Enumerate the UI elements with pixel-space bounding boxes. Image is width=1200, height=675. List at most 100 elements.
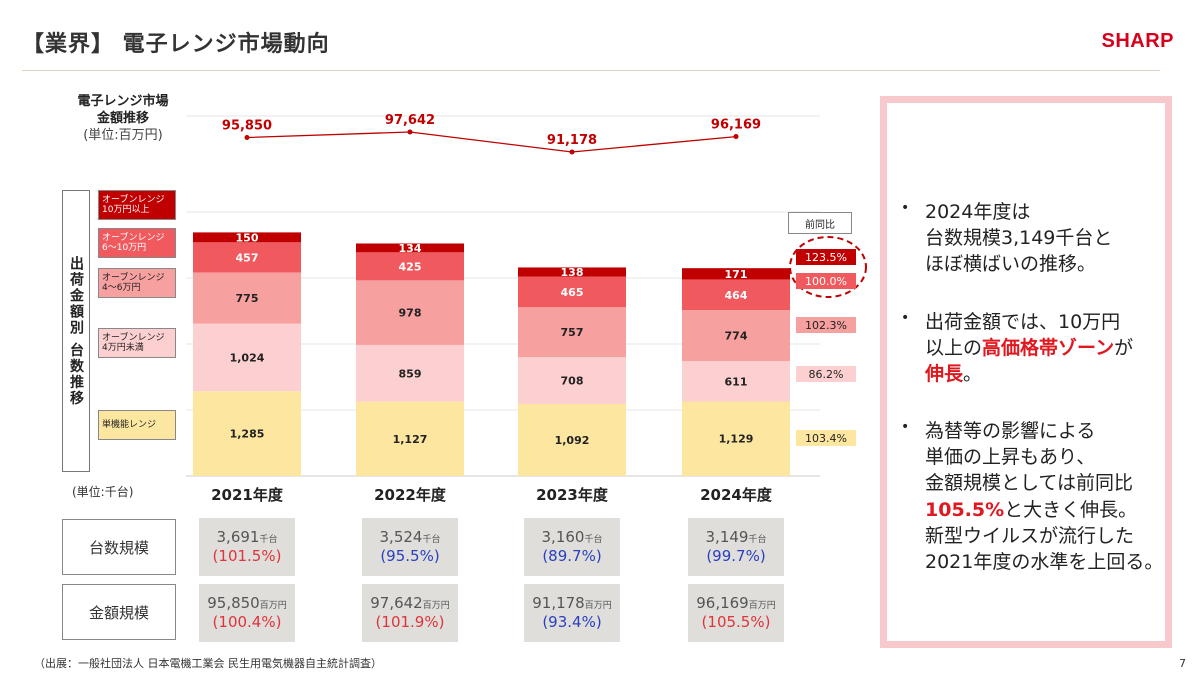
market-amount-label: 97,642 bbox=[385, 113, 435, 128]
cell-percent: (95.5%) bbox=[380, 547, 440, 565]
amount-scale-label: 金額規模 bbox=[62, 584, 176, 640]
market-amount-label: 95,850 bbox=[222, 119, 272, 134]
callout-b2-highlight-2: 伸長 bbox=[925, 363, 964, 386]
bar-segment bbox=[193, 242, 301, 273]
cell-percent: (93.4%) bbox=[542, 613, 602, 631]
cell-unit: 千台 bbox=[259, 535, 278, 546]
units-label: (単位:千台) bbox=[72, 485, 134, 499]
legend-item-label: オーブンレンジ 4～6万円 bbox=[102, 272, 165, 293]
bar-value-label: 134 bbox=[399, 242, 422, 255]
yoy-value: 123.5% bbox=[796, 249, 856, 265]
cell-value: 91,178百万円 bbox=[524, 594, 620, 613]
callout-bullet-2: • 出荷金額では、10万円 以上の高価格帯ゾーンが 伸長。 bbox=[901, 309, 1133, 388]
bar-value-label: 1,024 bbox=[230, 351, 265, 364]
cell-number: 95,850 bbox=[207, 594, 260, 613]
cell-percent: (100.4%) bbox=[212, 613, 282, 631]
amount-scale-cell: 97,642百万円 (101.9%) bbox=[362, 584, 458, 642]
source-note: （出展：一般社団法人 日本電機工業会 民生用電気機器自主統計調査） bbox=[34, 657, 382, 670]
market-amount-title: 電子レンジ市場 金額推移 (単位:百万円) bbox=[62, 94, 184, 145]
bar-value-label: 708 bbox=[561, 375, 584, 388]
cell-unit: 百万円 bbox=[259, 601, 287, 612]
bar-segment bbox=[193, 391, 301, 476]
cell-value: 95,850百万円 bbox=[199, 594, 295, 613]
bar-value-label: 757 bbox=[561, 326, 584, 339]
bar-segment bbox=[356, 280, 464, 345]
bar-value-label: 978 bbox=[399, 307, 422, 320]
bar-segment bbox=[682, 279, 790, 311]
bullet-icon: • bbox=[901, 419, 910, 435]
cell-number: 3,160 bbox=[541, 528, 585, 547]
cell-unit: 百万円 bbox=[748, 601, 776, 612]
units-scale-cell: 3,524千台 (95.5%) bbox=[362, 518, 458, 576]
cell-number: 96,169 bbox=[696, 594, 749, 613]
year-tick-label: 2022年度 bbox=[374, 486, 446, 504]
amount-scale-cell: 96,169百万円 (105.5%) bbox=[688, 584, 784, 642]
callout-bullet-3-text: 為替等の影響による 単価の上昇もあり、 金額規模としては前同比 105.5%と大… bbox=[925, 418, 1163, 575]
legend-item-label: オーブンレンジ 4万円未満 bbox=[102, 332, 165, 353]
bar-value-label: 611 bbox=[725, 375, 748, 388]
cell-number: 3,691 bbox=[216, 528, 260, 547]
year-tick-label: 2024年度 bbox=[700, 486, 772, 504]
legend-item: オーブンレンジ 4万円未満 bbox=[98, 328, 176, 358]
legend-item: 単機能レンジ bbox=[98, 410, 176, 440]
callout-bullet-2-text: 出荷金額では、10万円 以上の高価格帯ゾーンが 伸長。 bbox=[925, 309, 1133, 388]
bar-segment bbox=[356, 252, 464, 281]
brand-logo: SHARP bbox=[1101, 30, 1174, 52]
callout-b2-post: 。 bbox=[963, 363, 983, 386]
bar-value-label: 457 bbox=[236, 251, 259, 264]
bullet-icon: • bbox=[901, 310, 910, 326]
bar-value-label: 150 bbox=[236, 231, 259, 244]
market-amount-label: 96,169 bbox=[711, 118, 761, 133]
bar-value-label: 464 bbox=[725, 289, 748, 302]
legend-item: オーブンレンジ 6～10万円 bbox=[98, 228, 176, 258]
callout-b3-pre: 為替等の影響による 単価の上昇もあり、 金額規模としては前同比 bbox=[925, 420, 1134, 495]
bar-value-label: 774 bbox=[725, 330, 748, 343]
bar-value-label: 1,285 bbox=[230, 428, 265, 441]
bar-segment bbox=[193, 232, 301, 243]
bar-segment bbox=[356, 401, 464, 476]
bar-segment bbox=[193, 272, 301, 324]
bar-value-label: 1,127 bbox=[393, 433, 428, 446]
bar-segment bbox=[682, 361, 790, 402]
summary-callout: • 2024年度は 台数規模3,149千台と ほぼ横ばいの推移。 • 出荷金額で… bbox=[880, 96, 1172, 648]
callout-b2-mid: が bbox=[1114, 337, 1134, 360]
cell-unit: 千台 bbox=[422, 535, 441, 546]
bar-segment bbox=[518, 276, 626, 308]
cell-value: 3,524千台 bbox=[362, 528, 458, 547]
bar-segment bbox=[682, 401, 790, 476]
units-chart-side-label-text: 出荷金額別 台数推移 bbox=[68, 255, 84, 407]
cell-number: 3,149 bbox=[705, 528, 749, 547]
yoy-highlight-ellipse bbox=[789, 236, 867, 298]
cell-value: 3,160千台 bbox=[524, 528, 620, 547]
bar-segment bbox=[193, 323, 301, 392]
bar-segment bbox=[682, 268, 790, 280]
cell-unit: 千台 bbox=[584, 535, 603, 546]
cell-percent: (105.5%) bbox=[701, 613, 771, 631]
callout-b3-highlight: 105.5% bbox=[925, 498, 1005, 521]
cell-number: 3,524 bbox=[379, 528, 423, 547]
bar-segment bbox=[356, 344, 464, 402]
market-amount-point bbox=[733, 134, 739, 140]
bar-value-label: 775 bbox=[236, 292, 259, 305]
cell-percent: (101.5%) bbox=[212, 547, 282, 565]
cell-unit: 百万円 bbox=[422, 601, 450, 612]
bar-segment bbox=[518, 403, 626, 476]
callout-bullet-3: • 為替等の影響による 単価の上昇もあり、 金額規模としては前同比 105.5%… bbox=[901, 418, 1163, 575]
cell-number: 97,642 bbox=[370, 594, 423, 613]
bar-value-label: 138 bbox=[561, 266, 584, 279]
bullet-icon: • bbox=[901, 200, 910, 216]
legend-item-label: オーブンレンジ 10万円以上 bbox=[102, 194, 165, 215]
market-amount-line bbox=[246, 131, 737, 153]
market-amount-point bbox=[569, 149, 575, 155]
callout-bullet-1: • 2024年度は 台数規模3,149千台と ほぼ横ばいの推移。 bbox=[901, 199, 1112, 278]
legend-item-label: オーブンレンジ 6～10万円 bbox=[102, 232, 165, 253]
yoy-value: 103.4% bbox=[796, 430, 856, 446]
yoy-value: 86.2% bbox=[796, 366, 856, 382]
callout-b2-pre: 出荷金額では、10万円 以上の bbox=[925, 311, 1121, 360]
cell-percent: (89.7%) bbox=[542, 547, 602, 565]
cell-value: 96,169百万円 bbox=[688, 594, 784, 613]
cell-number: 91,178 bbox=[532, 594, 585, 613]
units-scale-cell: 3,149千台 (99.7%) bbox=[688, 518, 784, 576]
callout-b3-post: と大きく伸長。 新型ウイルスが流行した 2021年度の水準を上回る。 bbox=[925, 498, 1164, 574]
